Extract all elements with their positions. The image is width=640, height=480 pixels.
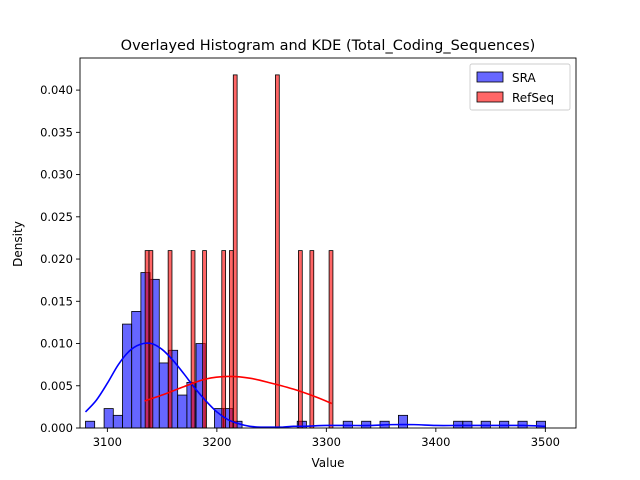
y-tick-label-7: 0.035 [40, 125, 73, 139]
y-tick-label-8: 0.040 [40, 83, 73, 97]
x-tick-label-4: 3500 [531, 435, 560, 449]
x-tick-label-1: 3200 [202, 435, 231, 449]
refseq-kde-line [144, 375, 333, 405]
sra-bar-2 [112, 414, 123, 429]
y-tick-label-5: 0.025 [40, 210, 73, 224]
refseq-bar-7 [232, 74, 238, 429]
refseq-bar-10 [309, 250, 315, 429]
y-tick-label-0: 0.000 [40, 421, 73, 435]
sra-bar-1 [103, 408, 114, 429]
refseq-legend-swatch [476, 91, 504, 103]
sra-bar-0 [85, 420, 96, 429]
refseq-bar-9 [298, 250, 303, 429]
y-tick-label-6: 0.030 [40, 168, 73, 182]
sra-bar-20 [453, 420, 464, 429]
y-tick-label-1: 0.005 [40, 379, 73, 393]
sra-bar-22 [480, 420, 491, 429]
sra-bar-16 [342, 420, 353, 429]
refseq-bar-11 [328, 250, 334, 429]
sra-bar-19 [398, 414, 409, 429]
sra-bar-9 [177, 394, 188, 429]
y-axis-label: Density [11, 221, 25, 267]
axes-frame [79, 57, 577, 429]
refseq-bar-1 [148, 250, 154, 429]
sra-bar-23 [499, 420, 510, 429]
sra-kde-line [84, 342, 546, 429]
sra-bar-3 [122, 323, 133, 429]
refseq-bar-3 [190, 250, 196, 429]
x-axis-label: Value [312, 456, 345, 470]
refseq-bar-8 [275, 74, 280, 429]
refseq-legend-label: RefSeq [512, 91, 554, 105]
y-tick-label-2: 0.010 [40, 337, 73, 351]
x-tick-label-0: 3100 [93, 435, 122, 449]
legend: SRA RefSeq [469, 63, 571, 111]
y-tick-label-3: 0.015 [40, 294, 73, 308]
refseq-bar-2 [167, 250, 173, 429]
sra-bar-17 [361, 420, 372, 429]
x-tick-label-3: 3400 [421, 435, 450, 449]
sra-bar-21 [462, 420, 473, 429]
sra-legend-swatch [476, 71, 504, 83]
axes: 3100 3200 3300 3400 3500 0.000 0.005 0.010 0.015… [40, 57, 577, 449]
y-tick-label-4: 0.020 [40, 252, 73, 266]
refseq-bar-6 [229, 250, 234, 429]
plot-area [84, 74, 546, 429]
sra-legend-label: SRA [512, 71, 536, 85]
sra-bar-4 [131, 311, 142, 429]
refseq-bar-5 [221, 250, 227, 429]
x-tick-label-2: 3300 [312, 435, 341, 449]
chart-title: Overlayed Histogram and KDE (Total_Codin… [121, 38, 536, 54]
